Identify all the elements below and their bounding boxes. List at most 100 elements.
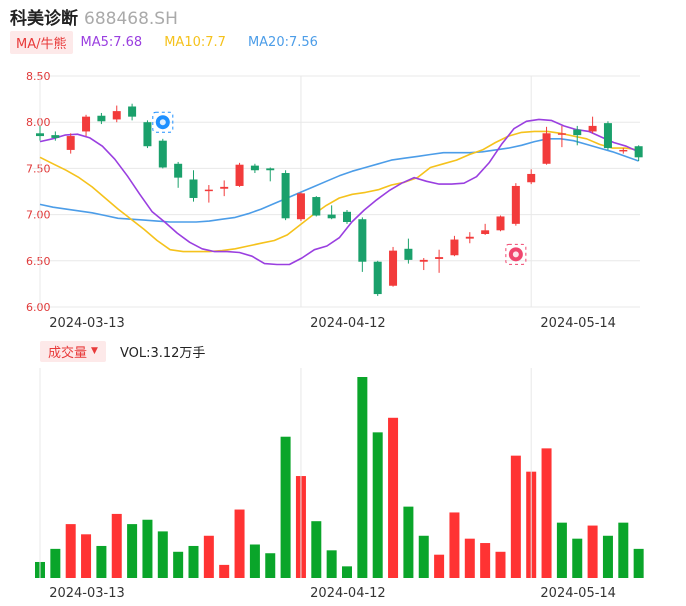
candle-body: [128, 106, 137, 117]
candle: [51, 131, 60, 141]
volume-legend: 成交量 ▼ VOL:3.12万手: [40, 340, 206, 362]
candle: [158, 138, 167, 169]
candle-body: [588, 125, 597, 132]
candle-body: [603, 123, 612, 149]
y-tick-label: 6.50: [26, 255, 51, 268]
volume-x-tick-label: 2024-03-13: [49, 586, 125, 601]
stock-code: 688468.SH: [84, 9, 178, 29]
candle-body: [450, 239, 459, 256]
candle-body: [419, 259, 428, 262]
volume-bar: [449, 512, 460, 578]
candle: [82, 114, 91, 137]
volume-value: VOL:3.12万手: [119, 345, 206, 361]
candle: [465, 232, 474, 244]
volume-bar: [219, 564, 230, 578]
volume-bar: [464, 538, 475, 578]
candle-body: [97, 115, 106, 122]
candle-body: [465, 236, 474, 239]
candle: [373, 260, 382, 296]
candle-body: [634, 146, 643, 158]
candle: [389, 246, 398, 287]
candle: [619, 148, 628, 154]
candle: [174, 161, 183, 188]
candle: [296, 192, 305, 222]
bear-signal-icon: [152, 111, 174, 133]
candle: [435, 249, 444, 273]
candle: [250, 163, 259, 174]
candle: [573, 125, 582, 146]
volume-x-tick-label: 2024-05-14: [540, 586, 616, 601]
ma5-line: [39, 118, 639, 266]
volume-bar: [357, 377, 368, 578]
candle: [634, 145, 643, 162]
stock-name: 科美诊断: [10, 9, 78, 29]
ma5-legend: MA5:7.68: [80, 34, 143, 50]
volume-bar: [65, 524, 76, 578]
candle-body: [496, 216, 505, 231]
y-tick-label: 7.50: [26, 162, 51, 175]
volume-bar: [280, 436, 291, 578]
candle: [358, 217, 367, 272]
candle: [511, 183, 520, 226]
candle-body: [373, 261, 382, 295]
volume-bar: [403, 506, 414, 578]
ma-selector-button[interactable]: MA/牛熊: [10, 30, 73, 54]
y-tick-label: 7.00: [26, 209, 51, 222]
candle-body: [358, 219, 367, 262]
ma10-legend: MA10:7.7: [164, 34, 226, 50]
ma-legend: MA/牛熊 MA5:7.68 MA10:7.7 MA20:7.56: [10, 30, 318, 54]
candle: [66, 133, 75, 154]
candle-body: [481, 230, 490, 235]
candle-body: [573, 129, 582, 136]
stock-header: 科美诊断 688468.SH: [10, 4, 178, 29]
candle: [235, 162, 244, 187]
candle-body: [343, 211, 351, 222]
ma10-line: [39, 130, 639, 253]
volume-bar: [602, 535, 613, 578]
volume-bar: [96, 545, 107, 578]
candle-body: [250, 165, 259, 171]
candle-body: [189, 179, 198, 198]
volume-bar: [81, 534, 92, 578]
candle: [112, 105, 121, 123]
volume-bar: [633, 548, 644, 578]
candle-body: [312, 197, 321, 216]
candle-body: [158, 140, 167, 168]
volume-selector-label: 成交量: [48, 345, 88, 361]
volume-bar: [372, 432, 383, 578]
signal-frame: [152, 111, 174, 133]
candle-body: [542, 133, 551, 164]
volume-bar: [587, 525, 598, 578]
volume-bar: [142, 519, 153, 578]
volume-selector-button[interactable]: 成交量 ▼: [40, 340, 106, 362]
candle: [189, 170, 198, 202]
x-tick-label: 2024-03-13: [49, 316, 125, 331]
bull-signal-icon: [505, 243, 527, 265]
candle: [312, 196, 321, 217]
candle: [557, 125, 566, 148]
volume-bar: [203, 535, 214, 578]
volume-bar: [556, 522, 567, 578]
candle-body: [619, 149, 628, 152]
volume-bar: [311, 521, 322, 578]
candle: [220, 180, 229, 197]
volume-bar: [495, 551, 506, 578]
candle: [542, 126, 551, 165]
candle-body: [296, 193, 305, 220]
volume-bar: [35, 561, 45, 578]
candle-body: [404, 248, 413, 260]
volume-bar: [111, 513, 122, 578]
candle: [266, 167, 275, 182]
volume-bar: [526, 471, 537, 578]
volume-bar: [510, 455, 521, 578]
candle: [481, 223, 490, 235]
candle: [143, 120, 152, 149]
signal-core: [159, 119, 166, 126]
candle: [343, 209, 351, 224]
volume-bar: [342, 566, 352, 578]
candle: [281, 170, 290, 221]
candle-body: [112, 111, 121, 120]
candle-body: [174, 163, 183, 178]
candle-body: [527, 173, 536, 183]
candle-body: [281, 173, 290, 219]
